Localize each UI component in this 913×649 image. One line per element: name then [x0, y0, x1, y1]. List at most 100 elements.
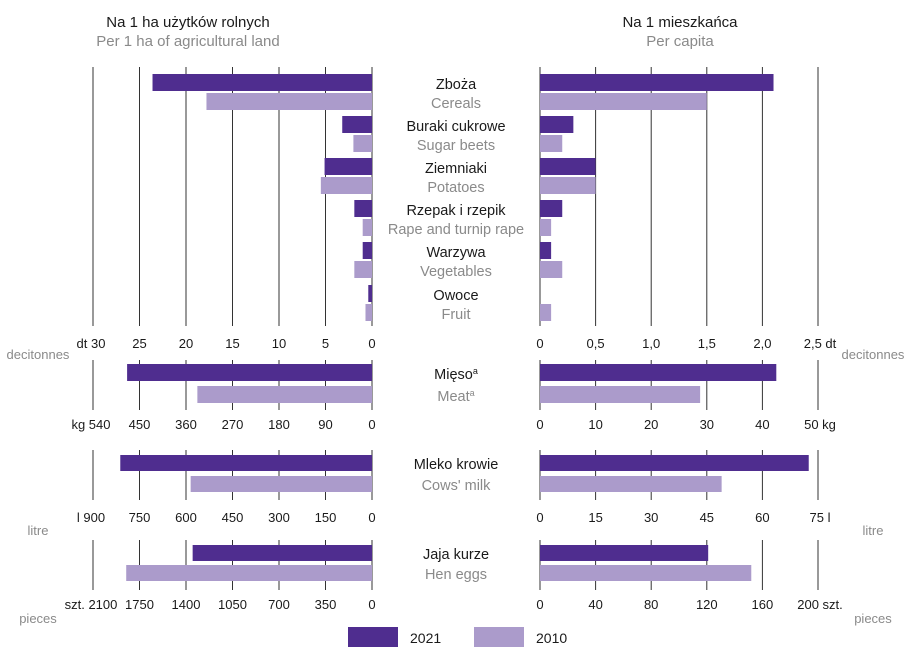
bar-milk-per-ha-2021-0 [120, 455, 372, 471]
tick-label-milk-per-capita: 30 [644, 510, 658, 525]
category-label-en: Potatoes [427, 180, 484, 196]
bar-crops-per-capita-2021-1 [540, 116, 574, 133]
tick-label-meat-per-capita: 30 [700, 417, 714, 432]
unit-label-milk-per-capita: litre [863, 523, 884, 538]
bar-crops-per-capita-2010-2 [540, 177, 596, 194]
tick-label-meat-per-capita: 50 kg [804, 417, 836, 432]
bar-meat-per-ha-2010-0 [197, 386, 372, 403]
category-label-pl: Mleko krowie [414, 457, 499, 473]
unit-label-eggs-per-capita: pieces [854, 611, 892, 626]
bar-crops-per-ha-2010-1 [353, 135, 372, 152]
bar-meat-per-ha-2021-0 [127, 364, 372, 381]
unit-label-crops-per-capita: decitonnes [842, 347, 905, 362]
category-label-en: Meata [437, 388, 474, 405]
tick-label-milk-per-ha: 0 [368, 510, 375, 525]
bar-layer [120, 74, 809, 581]
tick-label-meat-per-capita: 10 [588, 417, 602, 432]
bar-crops-per-ha-2010-4 [354, 261, 372, 278]
bar-crops-per-capita-2010-0 [540, 93, 707, 110]
bar-meat-per-capita-2021-0 [540, 364, 777, 381]
legend-swatch-2021 [348, 627, 398, 647]
tick-label-meat-per-ha: 90 [318, 417, 332, 432]
tick-label-eggs-per-capita: 40 [588, 597, 602, 612]
category-label-en: Fruit [442, 307, 471, 323]
footnote-marker: a [473, 366, 478, 376]
tick-label-eggs-per-ha: 1750 [125, 597, 154, 612]
tick-label-meat-per-ha: 0 [368, 417, 375, 432]
left-header-pl: Na 1 ha użytków rolnych [106, 14, 269, 31]
tick-label-meat-per-capita: 0 [536, 417, 543, 432]
tick-label-meat-per-ha: 270 [222, 417, 244, 432]
tick-label-crops-per-capita: 1,0 [642, 336, 660, 351]
tick-label-crops-per-ha: dt 30 [77, 336, 106, 351]
tick-label-meat-per-ha: 450 [129, 417, 151, 432]
bar-meat-per-capita-2010-0 [540, 386, 701, 403]
tick-label-eggs-per-capita: 0 [536, 597, 543, 612]
bar-eggs-per-capita-2021-0 [540, 545, 709, 561]
left-header-en: Per 1 ha of agricultural land [96, 33, 279, 50]
legend: 2021 2010 [348, 627, 567, 647]
tick-label-eggs-per-capita: 120 [696, 597, 718, 612]
category-label-pl: Mięsoa [434, 366, 478, 383]
right-header-pl: Na 1 mieszkańca [622, 14, 738, 31]
bar-crops-per-ha-2021-1 [342, 116, 372, 133]
bar-crops-per-capita-2010-4 [540, 261, 563, 278]
legend-label-2021: 2021 [410, 630, 441, 646]
tick-label-milk-per-capita: 0 [536, 510, 543, 525]
tick-label-eggs-per-capita: 200 szt. [797, 597, 843, 612]
tick-label-milk-per-capita: 45 [700, 510, 714, 525]
tick-label-milk-per-ha: 150 [315, 510, 337, 525]
bar-eggs-per-ha-2010-0 [126, 565, 372, 581]
category-label-pl: Ziemniaki [425, 161, 487, 177]
tick-label-milk-per-ha: 300 [268, 510, 290, 525]
bar-crops-per-capita-2010-1 [540, 135, 563, 152]
bar-crops-per-ha-2021-4 [362, 242, 372, 259]
bar-crops-per-ha-2021-3 [354, 200, 372, 217]
bar-crops-per-ha-2010-5 [365, 304, 372, 321]
category-label-en: Rape and turnip rape [388, 222, 524, 238]
tick-label-crops-per-capita: 2,5 dt [804, 336, 837, 351]
tick-label-meat-per-ha: 360 [175, 417, 197, 432]
category-label-en: Cereals [431, 96, 481, 112]
category-label-en: Hen eggs [425, 567, 487, 583]
bar-crops-per-capita-2021-4 [540, 242, 552, 259]
tick-label-crops-per-capita: 0,5 [587, 336, 605, 351]
tick-label-crops-per-ha: 20 [179, 336, 193, 351]
bar-eggs-per-ha-2021-0 [192, 545, 372, 561]
bar-crops-per-capita-2021-3 [540, 200, 563, 217]
label-layer: Zboża Cereals Buraki cukrowe Sugar beets Zie… [388, 77, 524, 583]
bar-crops-per-capita-2010-3 [540, 219, 552, 236]
bar-milk-per-capita-2021-0 [540, 455, 809, 471]
tick-label-milk-per-capita: 75 l [810, 510, 831, 525]
bar-eggs-per-capita-2010-0 [540, 565, 752, 581]
category-label-pl: Buraki cukrowe [406, 119, 505, 135]
tick-label-eggs-per-ha: 700 [268, 597, 290, 612]
category-label-pl: Owoce [433, 288, 478, 304]
bar-crops-per-ha-2010-0 [206, 93, 372, 110]
category-label-pl: Jaja kurze [423, 547, 489, 563]
unit-label-eggs-per-ha: pieces [19, 611, 57, 626]
category-label-pl: Rzepak i rzepik [406, 203, 506, 219]
tick-label-milk-per-capita: 60 [755, 510, 769, 525]
legend-swatch-2010 [474, 627, 524, 647]
bar-crops-per-ha-2021-2 [324, 158, 372, 175]
tick-label-crops-per-ha: 25 [132, 336, 146, 351]
category-label-en: Sugar beets [417, 138, 495, 154]
bar-milk-per-capita-2010-0 [540, 476, 722, 492]
tick-label-crops-per-capita: 1,5 [698, 336, 716, 351]
footnote-marker: a [470, 388, 475, 398]
tick-label-meat-per-ha: 180 [268, 417, 290, 432]
right-header-en: Per capita [646, 33, 714, 50]
unit-label-milk-per-ha: litre [28, 523, 49, 538]
tick-label-meat-per-capita: 20 [644, 417, 658, 432]
tick-label-crops-per-ha: 15 [225, 336, 239, 351]
bar-crops-per-capita-2010-5 [540, 304, 552, 321]
tick-label-eggs-per-ha: 0 [368, 597, 375, 612]
tick-label-eggs-per-ha: 350 [315, 597, 337, 612]
bar-milk-per-ha-2010-0 [190, 476, 372, 492]
tick-label-eggs-per-capita: 80 [644, 597, 658, 612]
category-label-pl: Zboża [436, 77, 477, 93]
tick-label-meat-per-capita: 40 [755, 417, 769, 432]
tick-label-eggs-per-capita: 160 [752, 597, 774, 612]
